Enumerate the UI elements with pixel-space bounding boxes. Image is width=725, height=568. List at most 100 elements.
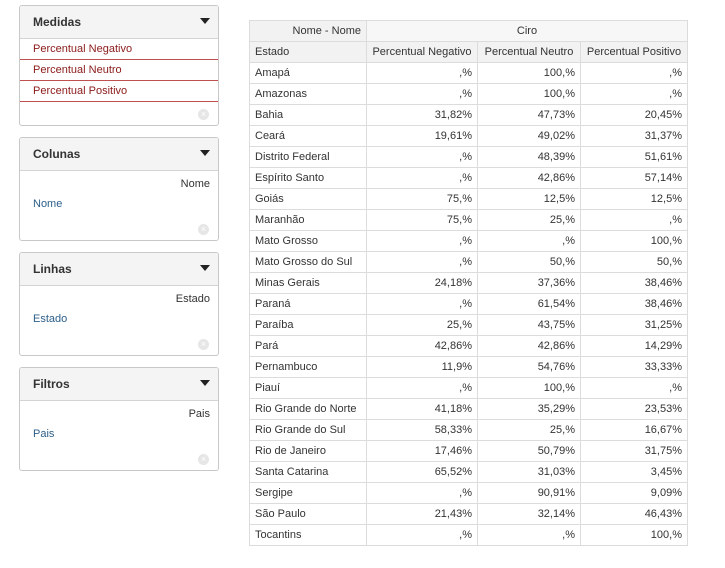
value-cell-neutro: 47,73%	[477, 104, 581, 126]
value-cell-negativo: 24,18%	[366, 272, 478, 294]
caret-down-icon[interactable]	[200, 150, 210, 156]
value-cell-neutro: 50,%	[477, 251, 581, 273]
filters-panel-header: Filtros	[20, 368, 218, 401]
value-cell-neutro: 61,54%	[477, 293, 581, 315]
value-cell-positivo: 9,09%	[580, 482, 688, 504]
value-cell-neutro: 35,29%	[477, 398, 581, 420]
table-row: Amazonas,% 100,%,%	[249, 83, 688, 105]
caret-down-icon[interactable]	[200, 18, 210, 24]
table-row: Santa Catarina 65,52% 31,03% 3,45%	[249, 461, 688, 483]
state-cell: Bahia	[249, 104, 367, 126]
table-row: Mato Grosso do Sul,% 50,% 50,%	[249, 251, 688, 273]
rows-panel-header: Linhas	[20, 253, 218, 286]
value-cell-positivo: 57,14%	[580, 167, 688, 189]
table-row: Minas Gerais 24,18% 37,36% 38,46%	[249, 272, 688, 294]
value-cell-negativo: 17,46%	[366, 440, 478, 462]
column-header-positivo: Percentual Positivo	[580, 41, 688, 63]
value-cell-positivo: 3,45%	[580, 461, 688, 483]
value-cell-negativo: ,%	[366, 62, 478, 84]
pivot-table: Nome - Nome Ciro Estado Percentual Negat…	[249, 20, 688, 546]
column-header-negativo: Percentual Negativo	[366, 41, 478, 63]
value-cell-neutro: 37,36%	[477, 272, 581, 294]
rows-panel-title: Linhas	[33, 262, 72, 276]
value-cell-neutro: 90,91%	[477, 482, 581, 504]
value-cell-positivo: 33,33%	[580, 356, 688, 378]
value-cell-neutro: 100,%	[477, 377, 581, 399]
state-cell: Tocantins	[249, 524, 367, 546]
caret-down-icon[interactable]	[200, 380, 210, 386]
table-row: São Paulo 21,43% 32,14% 46,43%	[249, 503, 688, 525]
filters-panel-title: Filtros	[33, 377, 70, 391]
measures-panel-header: Medidas	[20, 6, 218, 39]
measures-panel-title: Medidas	[33, 15, 82, 29]
state-cell: Rio de Janeiro	[249, 440, 367, 462]
value-cell-positivo: 20,45%	[580, 104, 688, 126]
caret-down-icon[interactable]	[200, 265, 210, 271]
clear-icon[interactable]: ×	[198, 109, 209, 120]
value-cell-neutro: ,%	[477, 524, 581, 546]
measure-item-positivo[interactable]: Percentual Positivo	[20, 81, 218, 102]
table-row: Rio Grande do Sul 58,33% 25,% 16,67%	[249, 419, 688, 441]
value-cell-negativo: ,%	[366, 377, 478, 399]
clear-icon[interactable]: ×	[198, 454, 209, 465]
value-cell-negativo: 21,43%	[366, 503, 478, 525]
table-row: Maranhão 75,% 25,%,%	[249, 209, 688, 231]
value-cell-negativo: ,%	[366, 524, 478, 546]
filters-field-link[interactable]: Pais	[33, 428, 55, 440]
table-row: Rio de Janeiro 17,46% 50,79% 31,75%	[249, 440, 688, 462]
value-cell-negativo: 31,82%	[366, 104, 478, 126]
table-row: Mato Grosso,%,% 100,%	[249, 230, 688, 252]
value-cell-neutro: 42,86%	[477, 167, 581, 189]
value-cell-positivo: 31,75%	[580, 440, 688, 462]
table-row: Paraná,% 61,54% 38,46%	[249, 293, 688, 315]
value-cell-negativo: 19,61%	[366, 125, 478, 147]
value-cell-neutro: 25,%	[477, 419, 581, 441]
value-cell-negativo: ,%	[366, 146, 478, 168]
value-cell-negativo: 41,18%	[366, 398, 478, 420]
table-row: Piauí,% 100,%,%	[249, 377, 688, 399]
value-cell-negativo: 58,33%	[366, 419, 478, 441]
value-cell-neutro: 100,%	[477, 83, 581, 105]
state-cell: Goiás	[249, 188, 367, 210]
table-row: Pernambuco 11,9% 54,76% 33,33%	[249, 356, 688, 378]
value-cell-negativo: ,%	[366, 167, 478, 189]
filters-panel: Filtros Pais Pais ×	[19, 367, 219, 471]
measure-item-negativo[interactable]: Percentual Negativo	[20, 39, 218, 60]
filters-field-label: Pais	[188, 408, 210, 420]
row-header: Estado	[249, 41, 367, 63]
group-header: Ciro	[366, 20, 688, 42]
rows-field-link[interactable]: Estado	[33, 313, 68, 325]
table-row: Pará 42,86% 42,86% 14,29%	[249, 335, 688, 357]
value-cell-neutro: 100,%	[477, 62, 581, 84]
value-cell-neutro: 50,79%	[477, 440, 581, 462]
state-cell: Mato Grosso do Sul	[249, 251, 367, 273]
value-cell-positivo: ,%	[580, 83, 688, 105]
value-cell-neutro: ,%	[477, 230, 581, 252]
pivot-table-body: Amapá,% 100,%,% Amazonas,% 100,%,% Bahia 31,8…	[249, 62, 688, 546]
state-cell: São Paulo	[249, 503, 367, 525]
value-cell-negativo: 75,%	[366, 188, 478, 210]
table-row: Tocantins,%,% 100,%	[249, 524, 688, 546]
value-cell-negativo: 42,86%	[366, 335, 478, 357]
state-cell: Pernambuco	[249, 356, 367, 378]
state-cell: Espírito Santo	[249, 167, 367, 189]
clear-icon[interactable]: ×	[198, 224, 209, 235]
clear-icon[interactable]: ×	[198, 339, 209, 350]
value-cell-positivo: 38,46%	[580, 272, 688, 294]
value-cell-positivo: ,%	[580, 62, 688, 84]
columns-field-link[interactable]: Nome	[33, 198, 63, 210]
state-cell: Amazonas	[249, 83, 367, 105]
value-cell-positivo: 46,43%	[580, 503, 688, 525]
value-cell-neutro: 43,75%	[477, 314, 581, 336]
value-cell-neutro: 42,86%	[477, 335, 581, 357]
table-row: Sergipe,% 90,91% 9,09%	[249, 482, 688, 504]
state-cell: Maranhão	[249, 209, 367, 231]
columns-field-label: Nome	[180, 178, 210, 190]
table-row: Espírito Santo,% 42,86% 57,14%	[249, 167, 688, 189]
value-cell-positivo: 12,5%	[580, 188, 688, 210]
state-cell: Paraíba	[249, 314, 367, 336]
table-row: Goiás 75,% 12,5% 12,5%	[249, 188, 688, 210]
value-cell-positivo: 50,%	[580, 251, 688, 273]
state-cell: Amapá	[249, 62, 367, 84]
measure-item-neutro[interactable]: Percentual Neutro	[20, 60, 218, 81]
